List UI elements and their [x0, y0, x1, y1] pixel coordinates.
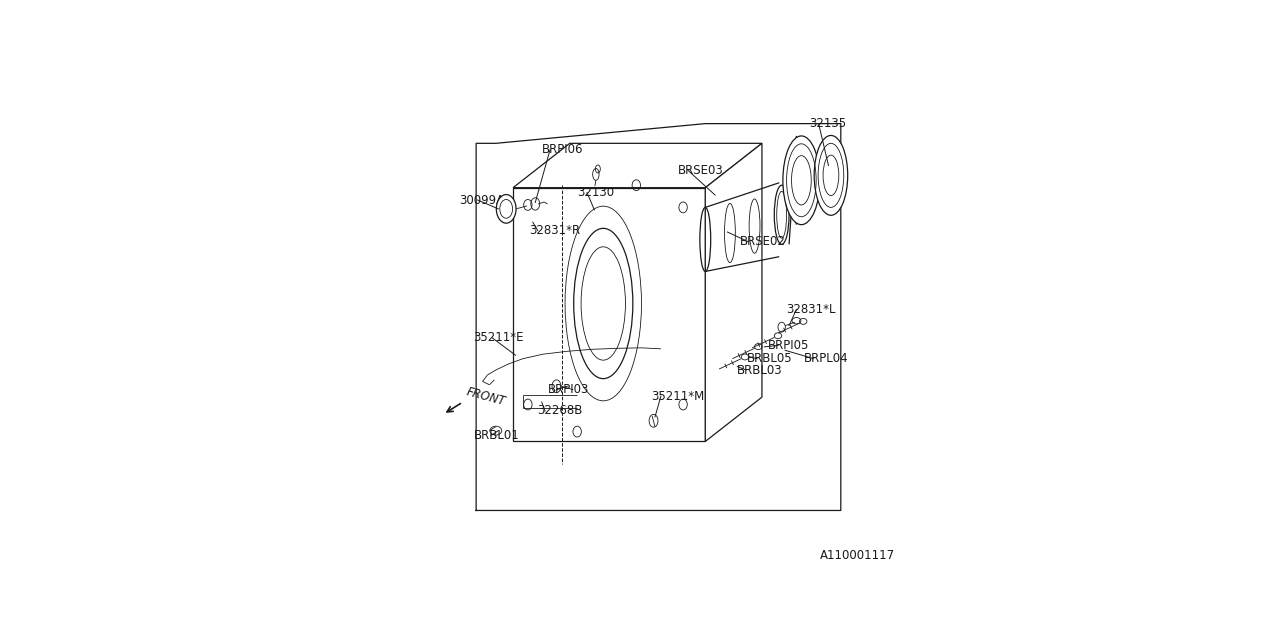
Text: 32831*L: 32831*L	[787, 303, 836, 316]
Text: BRPI05: BRPI05	[768, 339, 810, 352]
Polygon shape	[513, 188, 705, 442]
Text: 32268B: 32268B	[536, 404, 582, 417]
Text: BRBL05: BRBL05	[748, 352, 792, 365]
Text: 32130: 32130	[577, 186, 614, 199]
Text: 32135: 32135	[809, 117, 846, 130]
Text: BRSE02: BRSE02	[740, 236, 786, 248]
Text: BRPL04: BRPL04	[804, 352, 849, 365]
Ellipse shape	[497, 195, 516, 223]
Text: 30099A: 30099A	[460, 193, 504, 207]
Polygon shape	[513, 143, 762, 188]
Text: BRPI06: BRPI06	[541, 143, 584, 156]
Polygon shape	[705, 143, 762, 442]
Text: BRBL03: BRBL03	[737, 364, 783, 376]
Text: 32831*R: 32831*R	[529, 224, 580, 237]
Text: BRBL01: BRBL01	[474, 429, 520, 442]
Text: FRONT: FRONT	[466, 386, 507, 408]
Text: 35211*M: 35211*M	[652, 390, 704, 403]
Text: A110001117: A110001117	[820, 549, 895, 562]
Text: BRSE03: BRSE03	[678, 164, 724, 177]
Text: 35211*E: 35211*E	[474, 332, 525, 344]
Ellipse shape	[814, 136, 847, 215]
Ellipse shape	[774, 185, 788, 244]
Text: BRPI03: BRPI03	[548, 383, 589, 396]
Ellipse shape	[783, 136, 820, 225]
